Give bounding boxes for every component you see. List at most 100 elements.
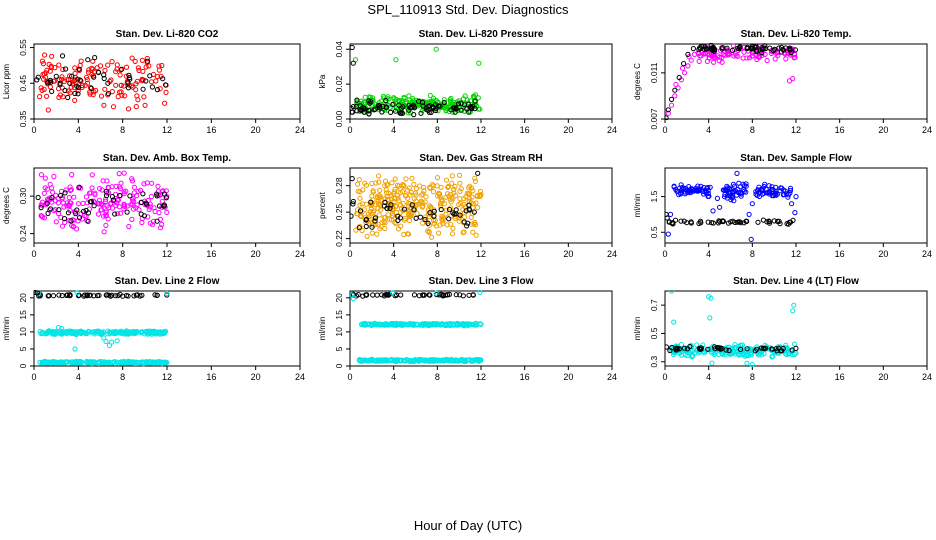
data-point bbox=[436, 230, 442, 236]
data-point bbox=[472, 178, 478, 184]
data-point bbox=[434, 357, 441, 364]
data-point bbox=[141, 181, 147, 187]
data-point bbox=[47, 84, 54, 90]
x-tick-label: 8 bbox=[120, 372, 125, 382]
data-point bbox=[470, 188, 476, 194]
panel-title: Stan. Dev. Line 4 (LT) Flow bbox=[733, 276, 859, 287]
data-point bbox=[76, 215, 83, 221]
data-point bbox=[398, 202, 404, 208]
data-point bbox=[83, 194, 90, 200]
data-point bbox=[387, 357, 393, 363]
data-point bbox=[416, 201, 422, 207]
data-point bbox=[701, 46, 707, 52]
data-point bbox=[153, 330, 159, 336]
data-point bbox=[686, 187, 692, 194]
x-tick-label: 0 bbox=[31, 125, 36, 135]
data-point bbox=[356, 177, 362, 183]
data-point bbox=[676, 192, 682, 198]
data-point bbox=[138, 211, 144, 217]
data-point bbox=[766, 183, 772, 189]
data-point bbox=[368, 199, 374, 205]
data-point bbox=[408, 358, 414, 364]
data-point bbox=[406, 185, 412, 191]
data-point bbox=[721, 187, 727, 193]
data-point bbox=[52, 65, 58, 71]
data-point bbox=[458, 107, 464, 113]
data-point bbox=[63, 359, 69, 365]
data-point bbox=[741, 220, 747, 226]
data-point bbox=[470, 93, 477, 100]
data-point bbox=[387, 205, 393, 211]
data-point bbox=[85, 57, 91, 63]
data-point bbox=[780, 187, 787, 193]
data-point bbox=[761, 345, 767, 352]
data-point bbox=[368, 357, 374, 363]
data-point bbox=[668, 290, 675, 294]
data-point bbox=[411, 321, 417, 327]
data-point bbox=[123, 188, 129, 194]
data-point bbox=[140, 86, 146, 92]
data-point bbox=[769, 186, 776, 193]
data-point bbox=[362, 322, 368, 328]
x-tick-label: 16 bbox=[206, 125, 216, 135]
data-point bbox=[447, 357, 453, 363]
data-point bbox=[37, 328, 43, 335]
panel-title: Stan. Dev. Gas Stream RH bbox=[419, 153, 542, 164]
data-point bbox=[382, 225, 388, 232]
data-point bbox=[407, 217, 413, 224]
data-point bbox=[56, 77, 62, 83]
data-point bbox=[475, 170, 481, 176]
data-point bbox=[417, 214, 423, 220]
data-point bbox=[71, 217, 77, 223]
data-point bbox=[50, 293, 57, 299]
data-point bbox=[149, 84, 155, 90]
series-outliers-black bbox=[665, 211, 670, 221]
data-point bbox=[431, 213, 437, 219]
data-point bbox=[709, 360, 715, 366]
x-tick-label: 20 bbox=[878, 372, 888, 382]
data-point bbox=[419, 204, 425, 210]
data-point bbox=[738, 193, 744, 199]
data-point bbox=[427, 292, 433, 298]
data-point bbox=[744, 218, 750, 224]
data-point bbox=[162, 360, 168, 366]
data-point bbox=[376, 179, 382, 185]
x-tick-label: 12 bbox=[476, 125, 486, 135]
data-point bbox=[744, 360, 750, 366]
x-tick-label: 4 bbox=[706, 249, 711, 259]
data-point bbox=[698, 43, 705, 49]
y-tick-label: 0.25 bbox=[334, 204, 344, 221]
data-point bbox=[69, 81, 76, 87]
data-point bbox=[729, 47, 736, 53]
data-point bbox=[357, 195, 363, 201]
data-point bbox=[422, 322, 428, 328]
data-point bbox=[678, 188, 684, 194]
data-point bbox=[38, 202, 44, 208]
panel-1: Stan. Dev. Li-820 CO2 Licor ppm 0 4 8 12 16 20 2… bbox=[2, 29, 305, 135]
data-point bbox=[95, 211, 102, 217]
x-tick-label: 0 bbox=[31, 372, 36, 382]
x-tick-label: 4 bbox=[76, 372, 81, 382]
data-point bbox=[155, 329, 161, 335]
data-point bbox=[706, 193, 712, 199]
series-primary-low bbox=[37, 358, 170, 367]
data-point bbox=[350, 198, 356, 205]
data-point bbox=[746, 211, 752, 217]
data-point bbox=[65, 292, 71, 298]
series-outliers-black bbox=[350, 44, 356, 66]
data-point bbox=[438, 206, 444, 213]
data-point bbox=[101, 102, 107, 108]
data-point bbox=[440, 215, 447, 221]
data-point bbox=[38, 172, 45, 178]
data-point bbox=[464, 106, 470, 112]
data-point bbox=[462, 357, 468, 363]
data-point bbox=[160, 76, 166, 82]
data-point bbox=[135, 65, 141, 71]
data-point bbox=[376, 212, 382, 218]
data-point bbox=[117, 72, 123, 78]
data-point bbox=[409, 175, 415, 181]
x-tick-label: 12 bbox=[162, 125, 172, 135]
data-point bbox=[427, 322, 433, 328]
data-point bbox=[78, 330, 84, 337]
